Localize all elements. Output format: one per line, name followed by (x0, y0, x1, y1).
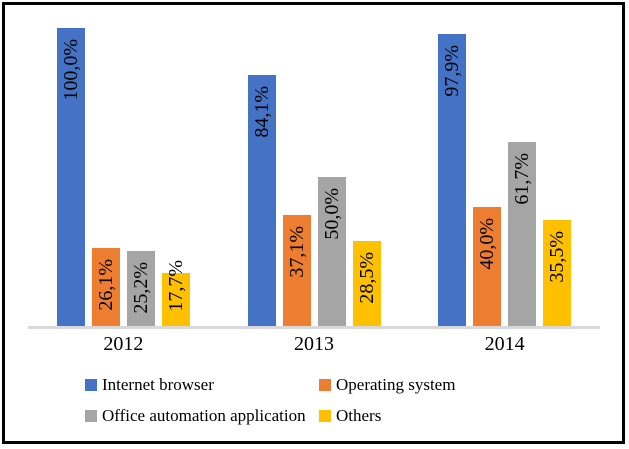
legend-item: Others (319, 405, 455, 426)
bar-value-label: 100,0% (59, 39, 82, 101)
legend-swatch-icon (319, 410, 331, 423)
bar-value-label: 84,1% (250, 86, 273, 138)
bar: 40,0% (473, 207, 502, 326)
bar: 28,5% (352, 241, 381, 326)
bar-group-2012: 100,0% 26,1% 25,2% 17,7% (28, 28, 219, 326)
bar: 97,9% (438, 34, 467, 326)
legend-item: Office automation application (85, 405, 319, 426)
plot-area: 100,0% 26,1% 25,2% 17,7% 84,1% 37,1% 50,0% 28,5… (28, 28, 600, 329)
bar-groups: 100,0% 26,1% 25,2% 17,7% 84,1% 37,1% 50,0% 28,5… (28, 28, 600, 326)
bar: 100,0% (56, 28, 85, 326)
bar: 17,7% (161, 260, 190, 326)
legend-label: Others (336, 405, 382, 425)
bar: 25,2% (126, 251, 155, 326)
legend-swatch-icon (85, 410, 97, 423)
x-axis-label: 2014 (484, 333, 525, 355)
legend-item: Internet browser (85, 375, 319, 395)
legend-label: Office automation application (102, 405, 306, 425)
bar: 26,1% (91, 248, 120, 326)
bar-value-label: 50,0% (320, 188, 343, 240)
bar-value-label: 97,9% (441, 45, 464, 97)
bar-value-label: 28,5% (355, 252, 378, 304)
x-axis-label: 2012 (103, 333, 144, 355)
legend-swatch-icon (85, 379, 97, 392)
legend-swatch-icon (319, 379, 331, 392)
bar: 84,1% (247, 75, 276, 326)
bar-value-label: 17,7% (164, 260, 187, 312)
bar-group-2014: 97,9% 40,0% 61,7% 35,5% (409, 28, 600, 326)
bar: 61,7% (508, 142, 537, 326)
bar: 35,5% (543, 220, 572, 326)
bar: 50,0% (317, 177, 346, 326)
bar: 37,1% (282, 215, 311, 326)
legend-label: Operating system (336, 375, 456, 394)
legend: Internet browser Operating system Office a… (85, 375, 456, 426)
legend-label: Internet browser (102, 375, 214, 394)
legend-item: Operating system (319, 375, 456, 395)
x-axis-label: 2013 (294, 333, 334, 355)
bar-value-label: 26,1% (94, 259, 117, 311)
bar-value-label: 25,2% (129, 262, 152, 314)
bar-value-label: 37,1% (285, 226, 308, 278)
bar-group-2013: 84,1% 37,1% 50,0% 28,5% (219, 28, 410, 326)
chart-frame: 100,0% 26,1% 25,2% 17,7% 84,1% 37,1% 50,0% 28,5… (2, 2, 625, 444)
bar-value-label: 40,0% (476, 218, 499, 270)
x-axis-labels: 2012 2013 2014 (28, 334, 600, 354)
bar-value-label: 61,7% (511, 153, 534, 205)
bar-value-label: 35,5% (546, 231, 569, 283)
x-axis-line (28, 326, 600, 329)
